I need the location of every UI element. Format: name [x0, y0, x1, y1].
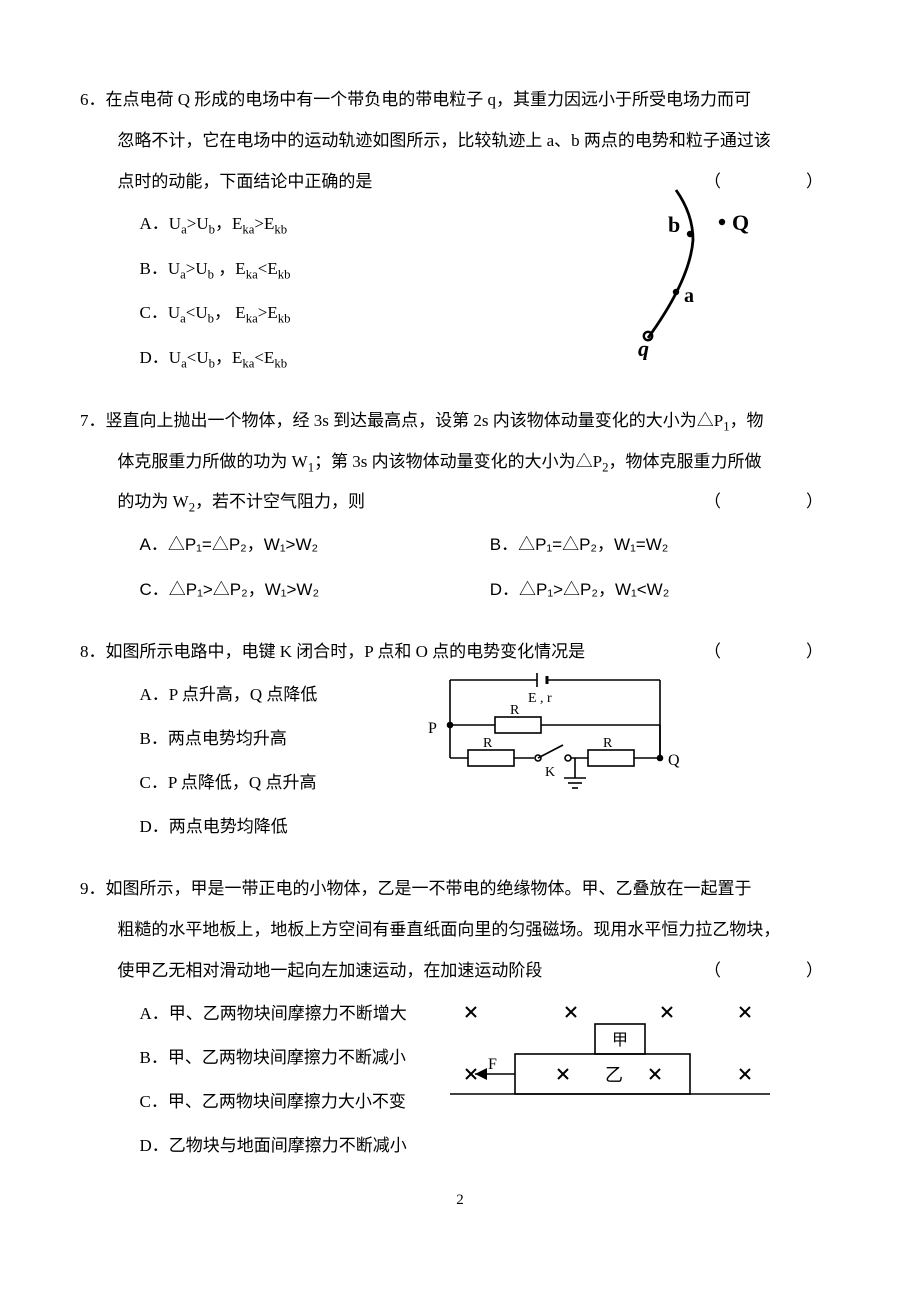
svg-text:R: R [510, 703, 520, 718]
q8-stem: 8．如图所示电路中，电键 K 闭合时，P 点和 O 点的电势变化情况是 （ ） [80, 632, 840, 673]
q7-option-c: C．△P₁>△P₂，W₁>W₂ [140, 568, 490, 612]
q6-figure: Q b a q [580, 180, 770, 368]
answer-paren: （ ） [741, 482, 840, 523]
svg-text:b: b [668, 212, 680, 237]
q7-options: A．△P₁=△P₂，W₁>W₂ B．△P₁=△P₂，W₁=W₂ C．△P₁>△P… [80, 523, 840, 611]
q9-option-d: D．乙物块与地面间摩擦力不断减小 [140, 1124, 841, 1168]
svg-text:K: K [545, 765, 555, 780]
question-6: 6．在点电荷 Q 形成的电场中有一个带负电的带电粒子 q，其重力因远小于所受电场… [80, 80, 840, 381]
page-number: 2 [80, 1189, 840, 1212]
svg-text:a: a [684, 285, 694, 307]
svg-text:Q: Q [668, 752, 680, 769]
q6-number: 6． [80, 90, 106, 109]
q7-option-b: B．△P₁=△P₂，W₁=W₂ [490, 523, 840, 567]
question-9: 9．如图所示，甲是一带正电的小物体，乙是一不带电的绝缘物体。甲、乙叠放在一起置于… [80, 869, 840, 1168]
svg-text:E , r: E , r [528, 691, 552, 706]
answer-paren: （ ） [741, 951, 840, 992]
svg-text:F: F [488, 1056, 497, 1073]
q7-stem: 7．竖直向上抛出一个物体，经 3s 到达最高点，设第 2s 内该物体动量变化的大… [80, 401, 840, 524]
q8-number: 8． [80, 642, 106, 661]
q8-option-d: D．两点电势均降低 [140, 805, 841, 849]
svg-text:Q: Q [732, 210, 749, 235]
svg-text:乙: 乙 [605, 1065, 623, 1085]
q7-option-a: A．△P₁=△P₂，W₁>W₂ [140, 523, 490, 567]
q7-option-d: D．△P₁>△P₂，W₁<W₂ [490, 568, 840, 612]
q9-figure: 乙 甲 F [440, 999, 780, 1122]
q9-number: 9． [80, 879, 106, 898]
svg-text:甲: 甲 [612, 1032, 628, 1049]
question-7: 7．竖直向上抛出一个物体，经 3s 到达最高点，设第 2s 内该物体动量变化的大… [80, 401, 840, 612]
answer-paren: （ ） [741, 632, 840, 673]
svg-text:q: q [638, 336, 649, 360]
question-8: 8．如图所示电路中，电键 K 闭合时，P 点和 O 点的电势变化情况是 （ ） … [80, 632, 840, 850]
svg-text:P: P [428, 720, 437, 737]
q8-figure: E , r P R R [410, 670, 700, 808]
q9-stem: 9．如图所示，甲是一带正电的小物体，乙是一不带电的绝缘物体。甲、乙叠放在一起置于… [80, 869, 840, 991]
svg-text:R: R [603, 736, 613, 751]
svg-text:R: R [483, 736, 493, 751]
q7-number: 7． [80, 411, 106, 430]
